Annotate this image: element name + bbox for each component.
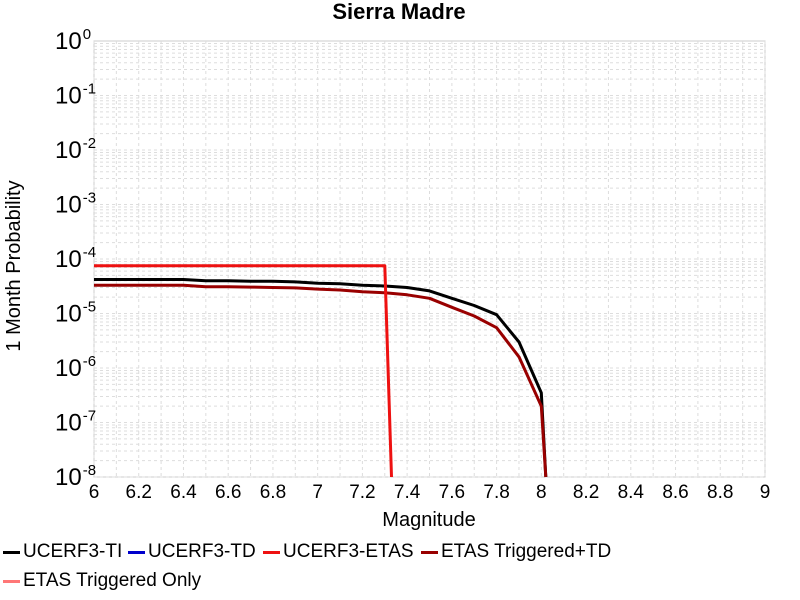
x-tick-label: 9 [760, 482, 771, 503]
x-tick-label: 8 [536, 482, 547, 503]
x-tick-label: 8.4 [618, 482, 645, 503]
legend-item-ucerf3-td: UCERF3-TD [128, 541, 256, 563]
legend-item-etas-triggered-td: ETAS Triggered+TD [421, 541, 611, 563]
x-tick-label: 7.6 [439, 482, 465, 503]
series-line-ucerf3-ti [94, 278, 548, 478]
y-tick-label: 10-6 [55, 353, 96, 382]
grid [93, 41, 766, 478]
x-tick-label: 8.2 [573, 482, 599, 503]
y-axis-label: 1 Month Probability [3, 180, 25, 351]
x-tick-label: 8.6 [662, 482, 688, 503]
legend-label: UCERF3-ETAS [283, 541, 414, 562]
chart-title: Sierra Madre [332, 0, 465, 24]
series-line-etas-triggered-td [94, 283, 548, 478]
x-tick-label: 6.2 [126, 482, 152, 503]
x-tick-label: 7.4 [394, 482, 421, 503]
y-axis-ticks: 100 10-1 10-2 10-3 10-4 10-5 10-6 10-7 10-8 [55, 26, 96, 491]
x-tick-label: 6.6 [215, 482, 241, 503]
legend-item-etas-triggered-only: ETAS Triggered Only [3, 570, 201, 592]
x-tick-label: 7.8 [483, 482, 509, 503]
legend: UCERF3-TI UCERF3-TD UCERF3-ETAS ETAS Tri… [0, 536, 800, 600]
y-tick-label: 10-4 [55, 244, 96, 273]
x-tick-label: 6 [89, 482, 100, 503]
series-line-ucerf3-etas [94, 264, 393, 478]
x-tick-label: 6.4 [170, 482, 197, 503]
y-tick-label: 10-3 [55, 190, 96, 219]
y-tick-label: 10-7 [55, 408, 96, 437]
x-tick-label: 7 [312, 482, 323, 503]
legend-label: UCERF3-TI [23, 541, 123, 562]
legend-label: ETAS Triggered+TD [441, 541, 612, 562]
x-tick-label: 8.8 [707, 482, 733, 503]
x-tick-label: 7.2 [349, 482, 375, 503]
legend-swatch [421, 550, 438, 554]
legend-swatch [128, 550, 145, 554]
legend-swatch [3, 579, 20, 583]
legend-item-ucerf3-etas: UCERF3-ETAS [263, 541, 414, 563]
legend-label: UCERF3-TD [148, 541, 256, 562]
x-tick-label: 6.8 [260, 482, 286, 503]
y-tick-label: 10-5 [55, 299, 96, 328]
y-tick-label: 10-8 [55, 462, 96, 491]
x-axis-label: Magnitude [382, 509, 475, 531]
y-tick-label: 10-2 [55, 135, 96, 164]
legend-item-ucerf3-ti: UCERF3-TI [3, 541, 122, 563]
legend-label: ETAS Triggered Only [23, 570, 202, 591]
x-axis-ticks: 6 6.2 6.4 6.6 6.8 7 7.2 7.4 7.6 7.8 8 8.2 8.4 8.6 8.8 9 [89, 482, 771, 503]
legend-swatch [3, 550, 20, 554]
legend-swatch [263, 550, 280, 554]
y-tick-label: 10-1 [55, 81, 96, 110]
series-layer [94, 264, 548, 478]
y-tick-label: 100 [55, 26, 91, 55]
